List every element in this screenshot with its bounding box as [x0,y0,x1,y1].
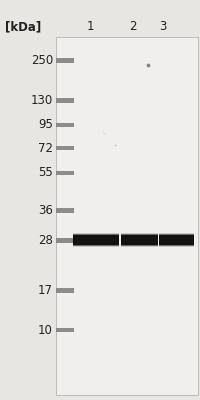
Bar [159,233,194,247]
Bar [121,235,158,245]
Bar [73,234,119,246]
Bar [121,233,158,247]
Text: [kDa]: [kDa] [5,20,41,33]
Text: 2: 2 [129,20,137,34]
Bar [56,171,74,175]
Bar [56,37,198,395]
Text: 72: 72 [38,142,53,154]
Bar [56,58,74,62]
Bar [73,233,119,247]
Bar [56,146,74,150]
Text: 3: 3 [159,20,167,34]
Text: 1: 1 [86,20,94,34]
Text: 95: 95 [38,118,53,132]
Text: 55: 55 [38,166,53,180]
Bar [56,123,74,127]
Bar [159,234,194,246]
Bar [56,98,74,102]
Text: 10: 10 [38,324,53,336]
Bar [73,235,119,245]
Text: 250: 250 [31,54,53,66]
Bar [56,328,74,332]
Text: 17: 17 [38,284,53,296]
Bar [56,238,74,242]
Bar [56,208,74,212]
Bar [121,234,158,246]
Bar [56,288,74,292]
Text: 130: 130 [31,94,53,106]
Text: 28: 28 [38,234,53,246]
Text: 36: 36 [38,204,53,216]
Bar [159,235,194,245]
